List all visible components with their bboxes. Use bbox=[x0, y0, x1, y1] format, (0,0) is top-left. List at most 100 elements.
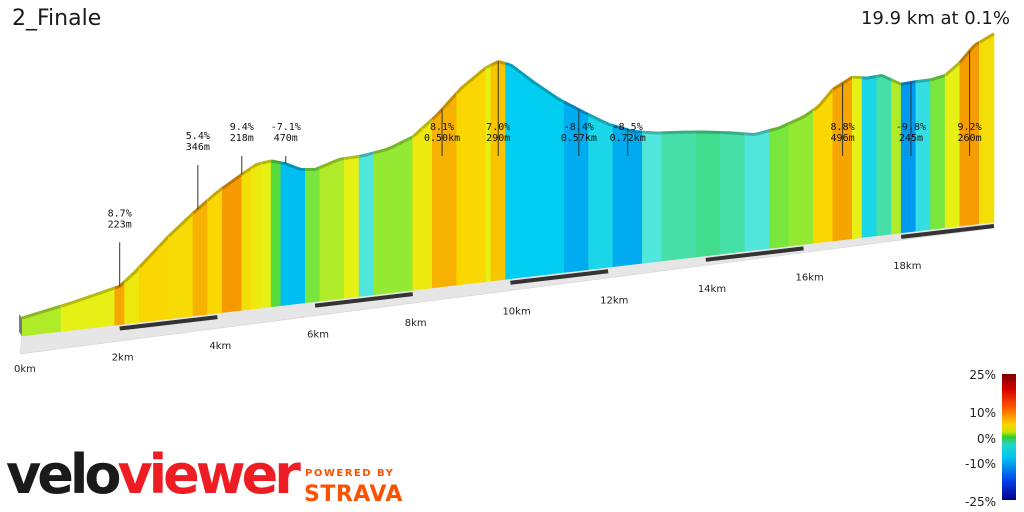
grade-segment-top bbox=[191, 199, 209, 215]
colorscale-label: 10% bbox=[969, 406, 996, 420]
x-tick-label: 18km bbox=[893, 261, 921, 272]
x-tick-label: 4km bbox=[209, 341, 231, 352]
annotation-length: 496m bbox=[831, 133, 855, 144]
gradient-colorscale-bar bbox=[1002, 374, 1016, 500]
distance-grade-summary: 19.9 km at 0.1% bbox=[860, 8, 1010, 29]
grade-segment-top bbox=[768, 122, 790, 133]
grade-segment bbox=[168, 212, 194, 320]
grade-segment-top bbox=[485, 63, 492, 69]
grade-segment-top bbox=[280, 161, 306, 171]
grade-segment-top bbox=[358, 151, 375, 158]
grade-segment-top bbox=[862, 74, 878, 80]
axis-band bbox=[900, 224, 995, 239]
x-tick-label: 16km bbox=[796, 272, 824, 283]
grade-segment-top bbox=[876, 73, 893, 82]
axis-band bbox=[314, 292, 413, 308]
grade-segment-top bbox=[431, 92, 458, 121]
annotation-grade: -8.4% bbox=[564, 122, 594, 133]
annotation-grade: -9.8% bbox=[896, 122, 926, 133]
annotation-grade: -8.5% bbox=[613, 122, 643, 133]
grade-segment-top bbox=[642, 130, 662, 135]
x-tick-label: 2km bbox=[112, 353, 134, 364]
axis-band bbox=[510, 269, 609, 285]
grade-segment bbox=[158, 235, 169, 321]
grade-segment-top bbox=[411, 126, 424, 139]
grade-segment bbox=[944, 61, 961, 229]
annotation-grade: 5.4% bbox=[186, 131, 210, 142]
annotation-length: 223m bbox=[108, 219, 132, 230]
colorscale-label: -25% bbox=[964, 495, 996, 509]
grade-segment bbox=[60, 287, 116, 332]
grade-segment bbox=[241, 167, 252, 311]
grade-segment bbox=[251, 162, 262, 310]
grade-segment bbox=[207, 187, 223, 315]
grade-segment-top bbox=[260, 159, 272, 165]
grade-segment bbox=[505, 63, 541, 280]
grade-segment-top bbox=[421, 118, 434, 130]
x-tick-label: 0km bbox=[14, 364, 36, 375]
grade-segment-top bbox=[720, 130, 746, 136]
axis-band bbox=[119, 315, 218, 331]
grade-segment bbox=[373, 136, 414, 296]
axis-band bbox=[705, 246, 804, 262]
annotation-grade: 7.0% bbox=[486, 122, 510, 133]
x-tick-label: 10km bbox=[502, 307, 530, 318]
strava-logo: STRAVA bbox=[304, 482, 403, 507]
x-tick-label: 8km bbox=[405, 318, 427, 329]
grade-segment bbox=[900, 81, 917, 234]
grade-segment-top bbox=[240, 166, 253, 176]
annotation-length: 346m bbox=[186, 142, 210, 153]
grade-segment-top bbox=[812, 88, 834, 112]
powered-by-label: POWERED BY bbox=[305, 468, 395, 479]
grade-segment bbox=[788, 109, 814, 247]
grade-segment-top bbox=[978, 32, 995, 44]
annotation-length: 218m bbox=[230, 133, 254, 144]
grade-segment bbox=[485, 64, 492, 282]
grade-segment-top bbox=[60, 286, 116, 308]
annotation-length: 470m bbox=[274, 133, 298, 144]
grade-segment-top bbox=[661, 130, 697, 135]
grade-segment-top bbox=[373, 135, 414, 155]
grade-segment bbox=[319, 158, 345, 302]
annotation-length: 0.50km bbox=[424, 133, 460, 144]
grade-segment-top bbox=[563, 100, 590, 117]
annotation-length: 0.72km bbox=[610, 133, 646, 144]
annotation-length: 245m bbox=[899, 133, 923, 144]
colorscale-label: 25% bbox=[969, 368, 996, 382]
annotation-length: 0.57km bbox=[561, 133, 597, 144]
grade-segment-top bbox=[744, 129, 770, 136]
grade-segment bbox=[539, 85, 565, 276]
grade-segment bbox=[720, 132, 746, 255]
grade-segment bbox=[876, 75, 892, 237]
page-title: 2_Finale bbox=[12, 6, 102, 31]
grade-segment bbox=[861, 76, 878, 238]
grade-segment bbox=[192, 199, 208, 317]
annotation-grade: 8.1% bbox=[430, 122, 454, 133]
grade-segment-top bbox=[206, 187, 224, 202]
grade-segment-top bbox=[21, 304, 62, 320]
x-tick-label: 14km bbox=[698, 284, 726, 295]
grade-segment bbox=[930, 75, 946, 230]
grade-segment bbox=[412, 127, 423, 291]
grade-segment bbox=[358, 152, 374, 297]
grade-segment bbox=[221, 173, 243, 313]
x-tick-label: 6km bbox=[307, 330, 329, 341]
grade-segment bbox=[812, 88, 834, 244]
grade-segment-top bbox=[944, 61, 961, 77]
annotation-grade: 8.8% bbox=[831, 122, 855, 133]
grade-segment-top bbox=[505, 62, 541, 88]
grade-segment bbox=[661, 131, 697, 262]
grade-segment-top bbox=[890, 78, 902, 86]
grade-segment-top bbox=[930, 73, 946, 82]
grade-segment-top bbox=[221, 173, 243, 190]
grade-segment-top bbox=[305, 166, 321, 172]
annotation-length: 260m bbox=[958, 133, 982, 144]
grade-segment-top bbox=[270, 159, 282, 165]
grade-segment bbox=[261, 160, 272, 309]
grade-segment-top bbox=[587, 113, 614, 128]
grade-segment bbox=[915, 79, 931, 232]
grade-segment bbox=[744, 130, 770, 252]
grade-segment bbox=[270, 160, 282, 308]
grade-segment-top bbox=[319, 157, 345, 169]
